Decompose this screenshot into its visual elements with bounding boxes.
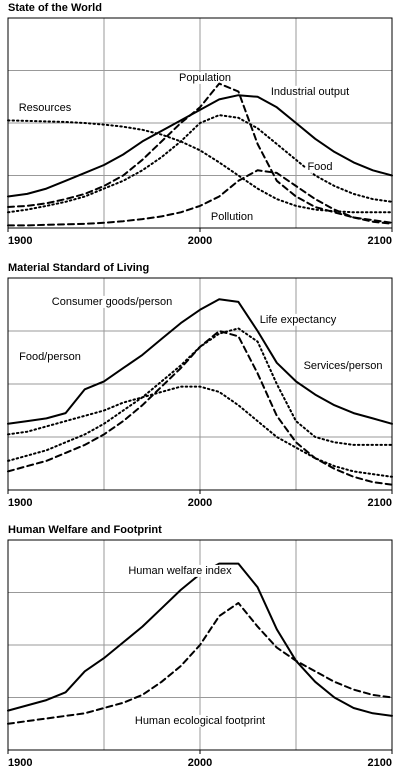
series-line [7,385,393,478]
series-line [7,602,393,725]
label-background [49,295,175,308]
label-background [177,71,233,84]
series-label: Food/person [19,351,81,363]
x-tick-label: 1900 [8,757,32,769]
series-line [7,114,393,214]
label-background [257,313,339,326]
series-line [7,119,393,214]
label-background [17,350,83,363]
series-label: Consumer goods/person [52,296,172,308]
series-line [7,298,393,425]
series-line [7,327,393,462]
series-label: Resources [19,102,72,114]
x-tick-label: 2100 [368,497,392,509]
label-background [132,714,268,727]
x-tick-label: 2100 [368,235,392,247]
x-tick-label: 1900 [8,497,32,509]
series-label: Pollution [211,211,253,223]
label-background [126,564,235,577]
x-tick-label: 2000 [188,235,212,247]
series-label: Population [179,72,231,84]
label-background [208,210,256,223]
series-line [7,169,393,227]
label-background [16,101,74,114]
series-label: Industrial output [271,86,349,98]
series-line [7,82,393,224]
x-tick-label: 1900 [8,235,32,247]
chart-title: State of the World [8,2,102,14]
label-background [301,359,385,372]
series-label: Life expectancy [260,314,337,326]
x-tick-label: 2100 [368,757,392,769]
series-label: Human ecological footprint [135,715,265,727]
x-tick-label: 2000 [188,757,212,769]
series-label: Food [307,161,332,173]
series-label: Human welfare index [128,565,232,577]
series-label: Services/person [304,360,383,372]
label-background [305,160,335,173]
x-tick-label: 2000 [188,497,212,509]
series-line [7,94,393,198]
chart-title: Human Welfare and Footprint [8,524,162,536]
label-background [268,85,352,98]
chart-title: Material Standard of Living [8,262,149,274]
